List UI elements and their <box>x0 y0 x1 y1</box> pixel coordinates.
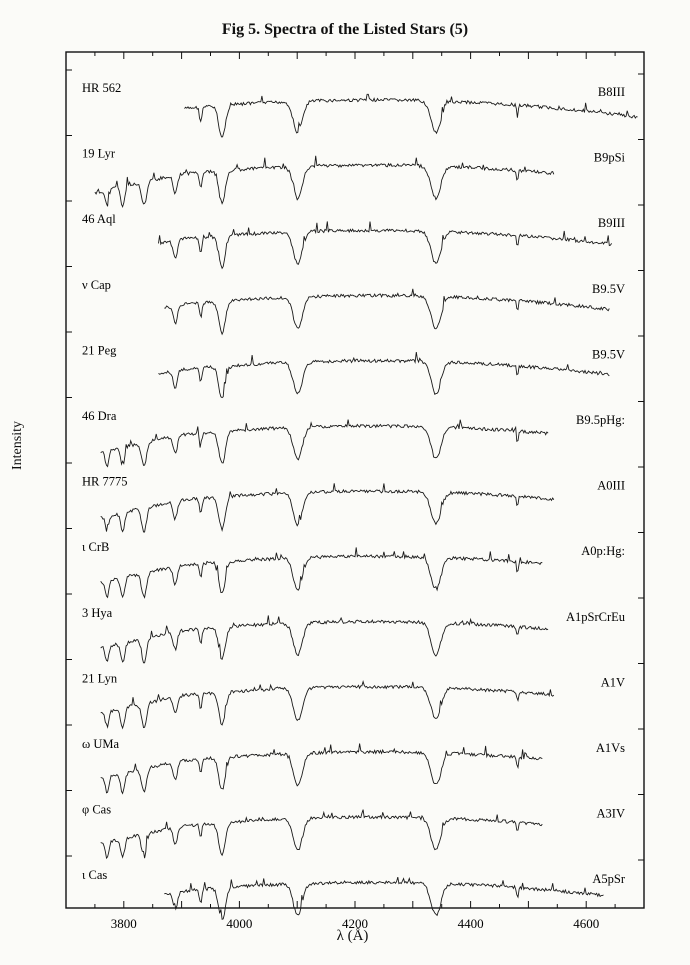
x-tick-label: 4000 <box>226 916 252 931</box>
star-name-label: ι Cas <box>82 868 107 882</box>
spectrum-line <box>164 876 604 920</box>
spectral-type-label: A1Vs <box>596 741 625 755</box>
spectral-type-label: A3IV <box>597 807 625 821</box>
star-name-label: HR 7775 <box>82 475 128 489</box>
x-tick-label: 4400 <box>458 916 484 931</box>
y-axis-label: Intensity <box>10 421 25 470</box>
x-tick-label: 4200 <box>342 916 368 931</box>
spectrum-line <box>100 809 543 860</box>
plot-frame <box>65 51 645 909</box>
spectrum-line <box>100 419 549 468</box>
star-name-label: 3 Hya <box>82 606 113 620</box>
star-name-label: ω UMa <box>82 737 119 751</box>
star-name-label: 46 Aql <box>82 212 116 226</box>
chart-title: Fig 5. Spectra of the Listed Stars (5) <box>221 21 469 38</box>
spectrum-line <box>184 93 638 138</box>
spectrum-line <box>158 352 610 399</box>
spectrum-line <box>158 221 612 270</box>
spectral-type-label: A1V <box>601 675 625 689</box>
spectral-type-label: B9.5pHg: <box>576 413 625 427</box>
spectra-group <box>94 93 638 920</box>
star-name-label: 21 Peg <box>82 343 117 357</box>
axis-ticks: 3800 4000 4200 4400 4600 <box>65 52 645 931</box>
spectrum-line <box>100 547 543 599</box>
spectrum-line <box>100 679 555 730</box>
spectral-type-label: A5pSr <box>592 872 625 886</box>
spectral-type-label: B9.5V <box>592 282 625 296</box>
spectral-type-label: A1pSrCrEu <box>566 610 626 624</box>
spectrum-line <box>100 483 555 533</box>
x-tick-label: 3800 <box>111 916 137 931</box>
spectrum-line <box>100 615 549 664</box>
spectral-type-label: B8III <box>598 85 625 99</box>
spectral-type-label: B9.5V <box>592 347 625 361</box>
spectrum-line <box>94 155 555 209</box>
spectral-type-label: B9pSi <box>594 151 626 165</box>
x-axis-label: λ (Å) <box>336 928 369 944</box>
spectral-type-label: A0p:Hg: <box>581 544 625 558</box>
star-labels: HR 562 B8III 19 Lyr B9pSi 46 Aql B9III ν Cap B9… <box>82 81 626 886</box>
spectral-type-label: B9III <box>598 216 625 230</box>
star-name-label: φ Cas <box>82 803 111 817</box>
spectrum-line <box>164 288 610 336</box>
star-name-label: HR 562 <box>82 81 121 95</box>
star-name-label: 46 Dra <box>82 409 117 423</box>
spectral-type-label: A0III <box>597 479 625 493</box>
star-name-label: 21 Lyn <box>82 671 118 685</box>
star-name-label: ν Cap <box>82 278 111 292</box>
star-name-label: 19 Lyr <box>82 147 116 161</box>
x-tick-label: 4600 <box>573 916 599 931</box>
spectrum-line <box>100 743 543 795</box>
star-name-label: ι CrB <box>82 540 109 554</box>
